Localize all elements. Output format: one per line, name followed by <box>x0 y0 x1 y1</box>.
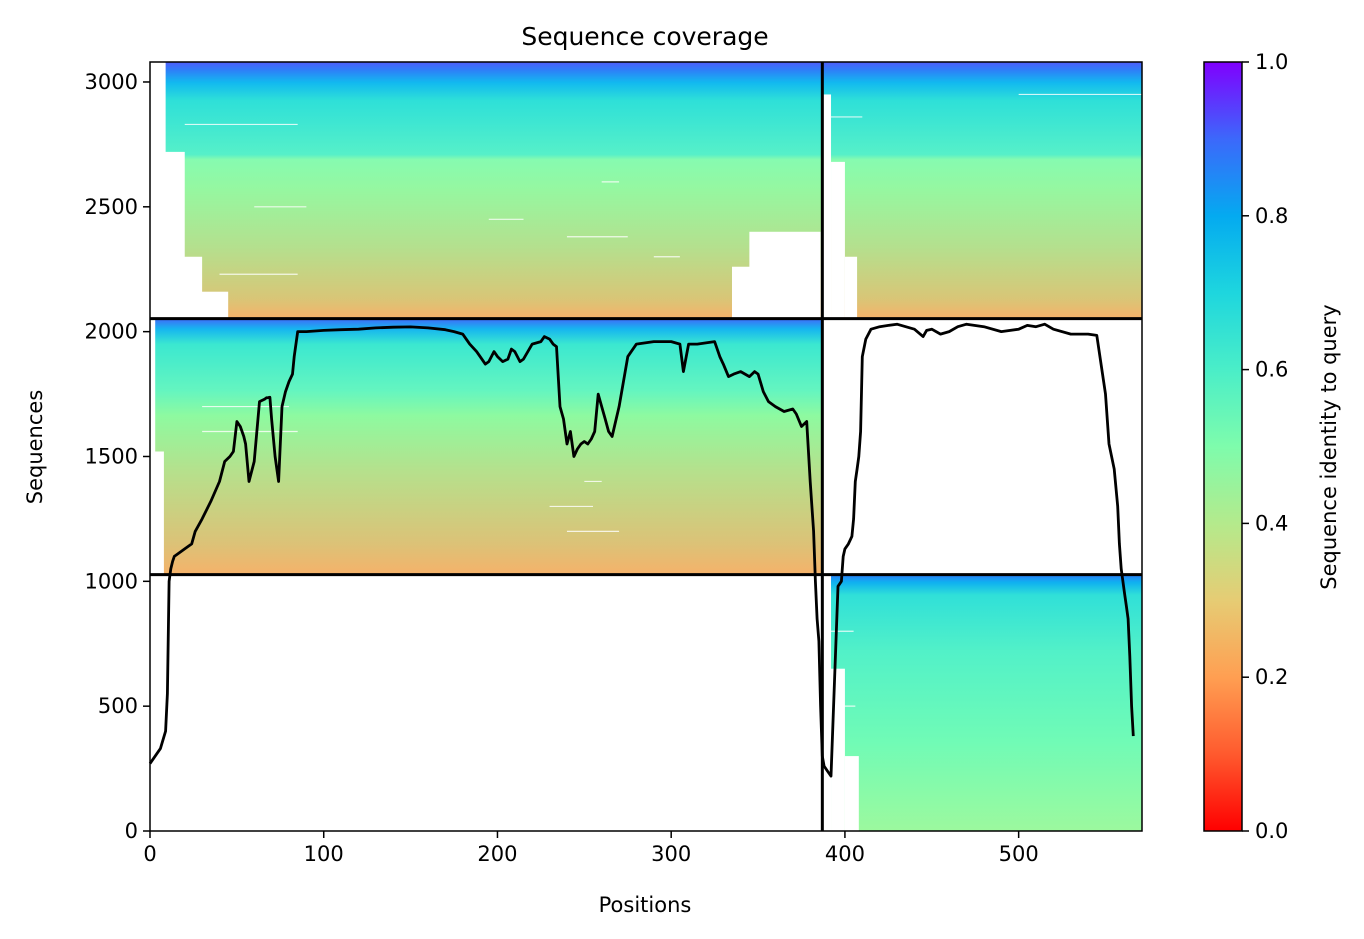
y-tick-label: 1000 <box>85 569 138 593</box>
uncovered-region <box>150 451 164 575</box>
colorbar-tick-label: 0.6 <box>1255 358 1288 382</box>
uncovered-region <box>831 161 845 319</box>
heatmap-block-chain-b <box>822 574 1142 831</box>
colorbar-tick-label: 1.0 <box>1255 50 1288 74</box>
x-axis-label: Positions <box>599 893 692 917</box>
axes-layer: 0 100 200 300 400 500 0 500 1000 1500 2000 2500 3000 <box>85 61 1143 866</box>
y-tick-label: 2000 <box>85 320 138 344</box>
colorbar-tick-label: 0.2 <box>1255 665 1288 689</box>
y-tick-label: 1500 <box>85 444 138 468</box>
colorbar-tick-label: 0.4 <box>1255 511 1288 535</box>
x-tick-label: 0 <box>143 842 156 866</box>
chart-title: Sequence coverage <box>521 22 768 51</box>
x-tick-label: 100 <box>304 842 344 866</box>
x-tick-label: 500 <box>999 842 1039 866</box>
colorbar-label: Sequence identity to query <box>1317 304 1341 589</box>
uncovered-region <box>822 94 832 319</box>
uncovered-region <box>749 231 821 319</box>
uncovered-region <box>150 306 208 319</box>
colorbar-fill <box>1203 61 1243 832</box>
heatmap-block-paired-chain-b <box>822 62 1142 319</box>
uncovered-region <box>150 318 156 575</box>
heatmap-block-paired-chain-a <box>150 62 823 319</box>
uncovered-region <box>844 756 859 831</box>
colorbar: 0.0 0.2 0.4 0.6 0.8 1.0 <box>1203 50 1288 843</box>
coverage-line <box>148 322 1135 778</box>
heatmap-block-chain-a <box>150 318 823 575</box>
coverage-line-layer <box>148 322 1135 778</box>
x-tick-label: 300 <box>651 842 691 866</box>
uncovered-region <box>844 256 858 319</box>
colorbar-tick-label: 0.0 <box>1255 819 1288 843</box>
axes-frame <box>149 61 1143 832</box>
plot-area <box>150 62 1142 831</box>
y-tick-label: 0 <box>125 819 138 843</box>
x-tick-label: 200 <box>477 842 517 866</box>
colorbar-tick-label: 0.8 <box>1255 204 1288 228</box>
y-axis-label: Sequences <box>23 390 47 505</box>
y-tick-label: 500 <box>98 694 138 718</box>
y-tick-label: 3000 <box>85 70 138 94</box>
y-tick-label: 2500 <box>85 195 138 219</box>
uncovered-region <box>822 574 832 831</box>
x-tick-label: 400 <box>825 842 865 866</box>
